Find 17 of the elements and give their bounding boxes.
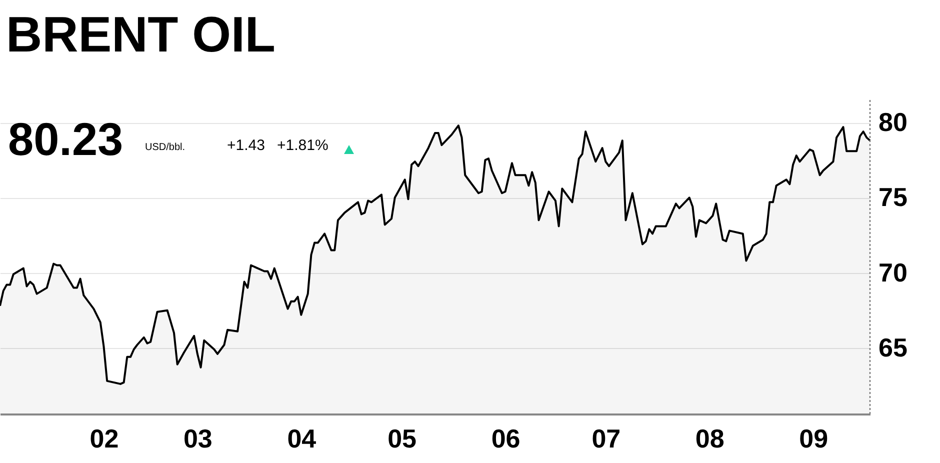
x-tick-label: 05	[388, 424, 416, 454]
x-tick-label: 04	[287, 424, 317, 454]
annotation: 80.23	[8, 112, 124, 166]
x-tick-label: 02	[90, 424, 119, 454]
annotation: +1.81%	[277, 137, 328, 154]
y-tick-label: 75	[878, 182, 908, 212]
x-tick-label: 09	[799, 424, 828, 454]
x-tick-label: 08	[695, 424, 724, 454]
x-tick-label: 06	[491, 424, 520, 454]
annotation: USD/bbl.	[145, 142, 186, 153]
y-tick-label: 80	[878, 107, 908, 138]
annotation: +1.43	[227, 137, 265, 154]
y-tick-label: 70	[878, 257, 908, 288]
x-tick-label: 07	[592, 424, 621, 454]
y-tick-label: 65	[878, 332, 908, 362]
chart-title: BRENT OIL	[6, 6, 276, 62]
x-tick-label: 03	[183, 424, 212, 454]
